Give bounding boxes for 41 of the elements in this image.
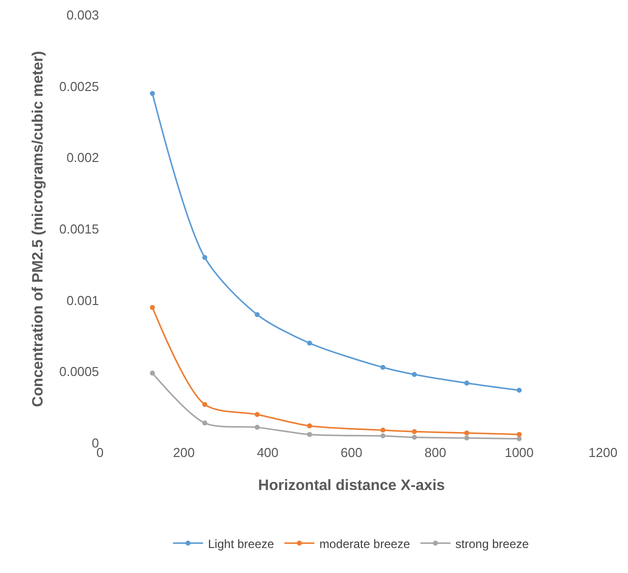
point xyxy=(412,372,417,378)
point xyxy=(516,432,522,437)
point xyxy=(516,436,522,442)
point xyxy=(150,370,155,376)
point xyxy=(307,340,312,346)
y-tick-label: 0.003 xyxy=(66,8,99,23)
y-tick-label: 0.002 xyxy=(66,150,99,166)
point xyxy=(150,90,155,96)
point xyxy=(380,433,386,438)
x-tick-label: 1200 xyxy=(588,445,618,460)
point xyxy=(254,424,260,430)
point xyxy=(202,255,208,260)
y-axis-title: Concentration of PM2.5 (micrograms/cubic meter) xyxy=(29,51,46,407)
point xyxy=(254,412,260,417)
point xyxy=(150,304,155,310)
y-tick-label: 0.0025 xyxy=(59,78,99,94)
point xyxy=(254,312,260,318)
point xyxy=(412,429,417,434)
x-axis-title: Horizontal distance X-axis xyxy=(258,477,445,494)
point xyxy=(464,430,470,436)
point xyxy=(464,380,470,386)
x-tick-label: 400 xyxy=(256,445,279,460)
x-tick-label: 600 xyxy=(340,445,362,460)
point xyxy=(380,364,386,370)
y-tick-label: 0.0005 xyxy=(59,364,99,380)
y-tick-label: 0.001 xyxy=(66,292,99,308)
legend-label: moderate breeze xyxy=(319,536,410,551)
point xyxy=(307,423,312,428)
point xyxy=(380,428,386,433)
y-tick-label: 0.0015 xyxy=(59,222,99,237)
point xyxy=(307,432,312,437)
point xyxy=(516,388,522,393)
point xyxy=(202,402,208,407)
legend-label: Light breeze xyxy=(208,536,274,551)
point xyxy=(412,434,417,440)
x-tick-label: 800 xyxy=(424,445,446,460)
legend-label: strong breeze xyxy=(455,536,530,551)
x-tick-label: 200 xyxy=(172,445,195,460)
point xyxy=(464,436,470,441)
x-tick-label: 1000 xyxy=(504,445,534,460)
point xyxy=(202,420,208,426)
